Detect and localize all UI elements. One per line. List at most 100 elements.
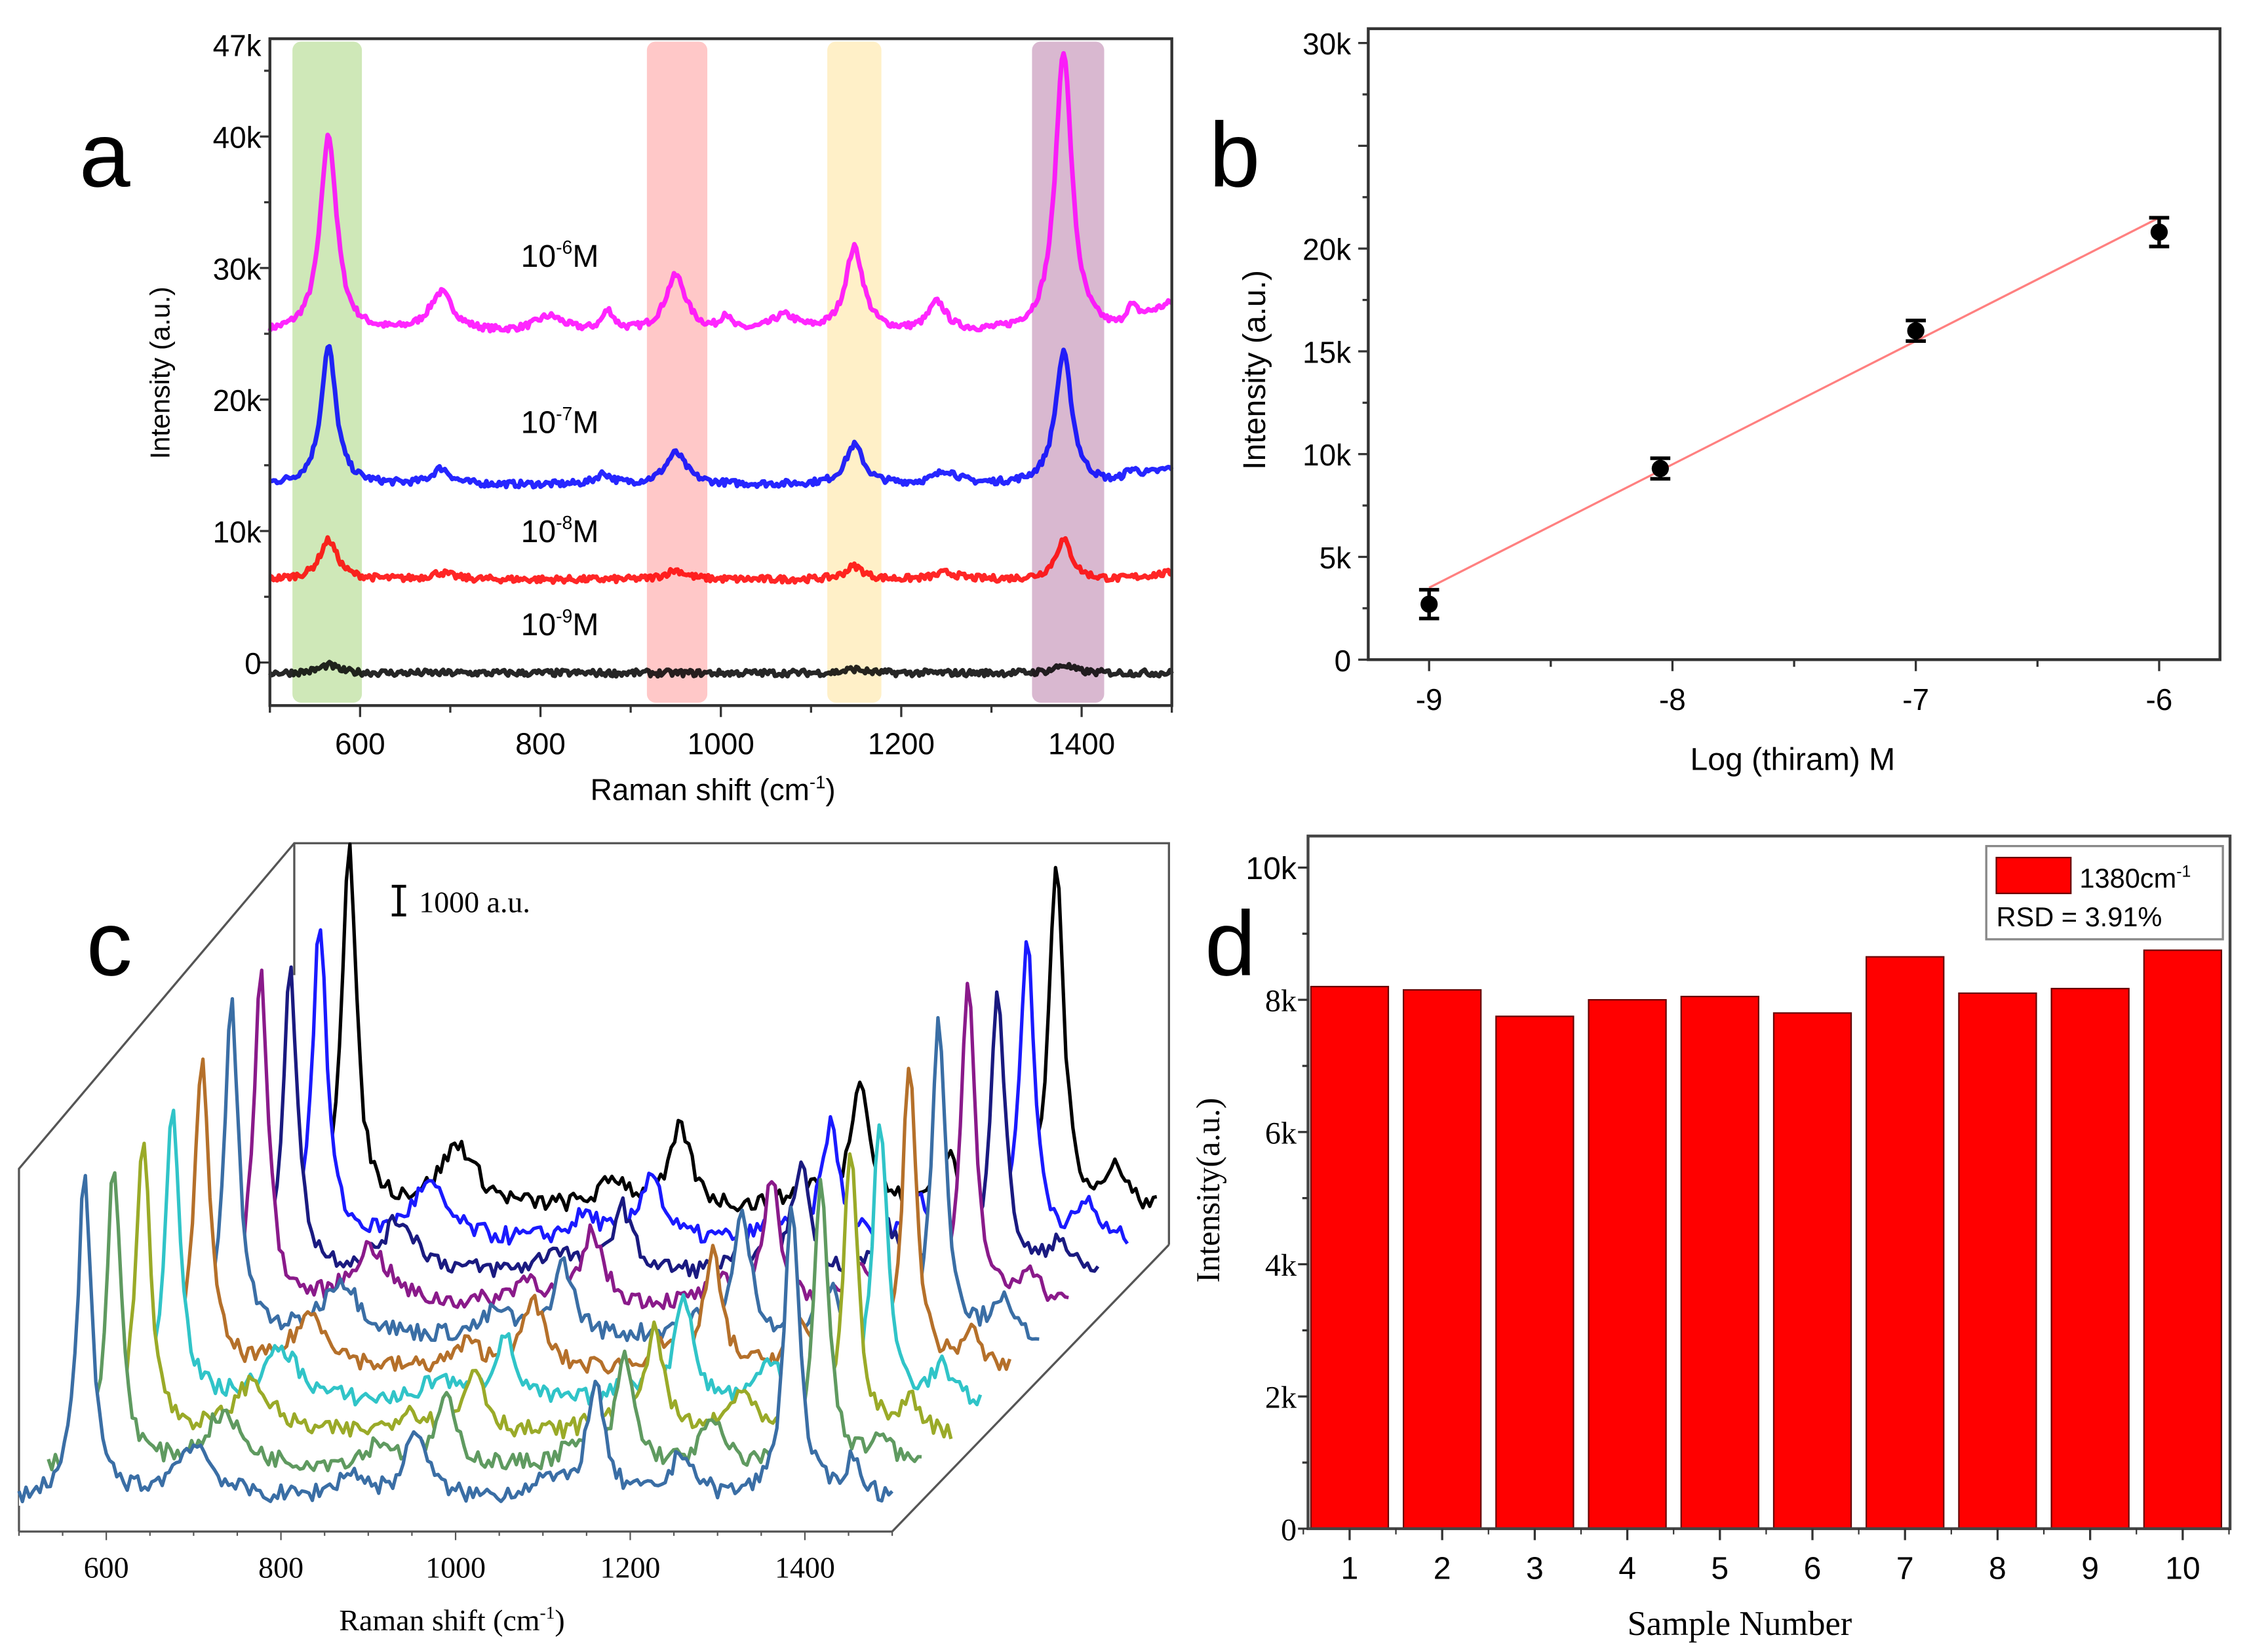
data-point (1418, 587, 1439, 621)
x-tick-label: 1400 (1048, 727, 1115, 761)
x-tick-label: 800 (515, 727, 566, 761)
concentration-label: 10-9M (521, 606, 599, 642)
x-tick-label: -7 (1902, 682, 1929, 717)
bar (1680, 995, 1759, 1529)
x-tick-label: 600 (335, 727, 385, 761)
spectrum-mask (283, 844, 1157, 1215)
legend-note: RSD = 3.91% (1997, 901, 2162, 932)
concentration-label: 10-7M (521, 404, 599, 441)
frame-right-diag (891, 1244, 1170, 1533)
y-axis-title: Intensity(a.u.) (1190, 1098, 1226, 1283)
legend-swatch (1995, 857, 2072, 894)
concentration-label: 10-6M (521, 237, 599, 274)
panel-letter-a: a (79, 103, 130, 206)
marker (1907, 322, 1925, 340)
y-tick-label: 5k (1320, 541, 1352, 575)
x-tick-label: 3 (1526, 1550, 1544, 1586)
scale-bar: 1000 a.u. (391, 884, 530, 918)
panel-b: -9 -8 -7 -6 0 5k 10k 15k 20k 30k Intensity (a.u.) L… (1237, 27, 2221, 777)
x-tick-label: 7 (1896, 1550, 1914, 1586)
y-tick-label: 10k (213, 515, 262, 549)
y-tick-label: 0 (1281, 1512, 1297, 1547)
y-tick-label: 8k (1265, 984, 1297, 1019)
panel-d: 1 2 3 4 5 6 7 8 9 10 0 2k 4k 6k 8k 10k Intensity(a.u.) Sa… (1190, 835, 2232, 1643)
spectrum-mask (48, 1173, 922, 1474)
spectrum-line (269, 535, 1173, 585)
spectrum-mask (18, 1175, 893, 1506)
y-tick-label: 10k (1302, 438, 1352, 472)
x-tick-label: 10 (2165, 1550, 2200, 1586)
spectrum-line (267, 50, 1173, 334)
x-tick-label: 1400 (775, 1550, 835, 1584)
panel-c: 600 800 1000 1200 1400 Raman shift (cm-1) 1000… (17, 842, 1170, 1637)
panel-a: 10-6M 10-7M 10-8M 10-9M 600 800 1000 1200 1400 0 1… (145, 28, 1174, 807)
spectrum-mask (254, 930, 1127, 1248)
y-tick-label: 0 (244, 646, 262, 680)
spectrum-mask (107, 1110, 981, 1409)
y-tick-label: 20k (1302, 233, 1352, 267)
plot-frame (1306, 835, 2232, 1531)
x-tick-label: 5 (1711, 1550, 1729, 1586)
x-axis-title: Raman shift (cm-1) (591, 772, 836, 806)
spectrum-line (268, 659, 1174, 679)
x-tick-label: -6 (2146, 682, 2173, 717)
concentration-label: 10-8M (521, 513, 599, 549)
bar (1310, 985, 1390, 1529)
x-tick-label: 4 (1618, 1550, 1636, 1586)
scale-bar-label: 1000 a.u. (419, 885, 530, 918)
marker (1420, 595, 1438, 613)
x-tick-label: 6 (1804, 1550, 1822, 1586)
spectrum-line (17, 1173, 894, 1504)
x-tick-label: -9 (1416, 682, 1443, 717)
x-tick-label: 1200 (868, 727, 935, 761)
spectrum-mask (224, 967, 1099, 1280)
bar (1402, 989, 1482, 1529)
x-tick-label: 2 (1434, 1550, 1451, 1586)
y-tick-label: 20k (213, 384, 262, 418)
legend: 1380cm-1 RSD = 3.91% (1985, 844, 2224, 941)
legend-label: 1380cm-1 (2079, 862, 2191, 894)
y-tick-label: 30k (213, 252, 262, 286)
highlight-band (646, 41, 708, 703)
x-tick-label: 1200 (600, 1550, 661, 1584)
x-tick-label: 1000 (688, 727, 754, 761)
y-tick-label: 4k (1265, 1248, 1297, 1283)
highlight-band (827, 41, 882, 703)
spectrum-mask (136, 1059, 1010, 1377)
spectrum-mask (166, 998, 1040, 1345)
y-tick-label: 40k (213, 121, 262, 155)
x-tick-label: 1000 (425, 1550, 486, 1584)
panel-letter-c: c (87, 892, 132, 995)
y-tick-label: 6k (1265, 1116, 1297, 1150)
x-tick-label: 600 (84, 1550, 129, 1584)
plot-frame (1367, 27, 2221, 661)
data-point (1650, 456, 1671, 481)
bar (1866, 956, 1945, 1529)
y-axis-title: Intensity (a.u.) (145, 286, 176, 459)
bar (1495, 1015, 1574, 1529)
data-point (1906, 319, 1926, 343)
fit-line (1428, 216, 2160, 589)
y-tick-label: 10k (1245, 851, 1297, 886)
y-axis-title: Intensity (a.u.) (1237, 270, 1272, 470)
bar (1958, 992, 2037, 1529)
y-tick-label: 0 (1335, 644, 1352, 678)
x-tick-label: 9 (2081, 1550, 2099, 1586)
highlight-band (292, 41, 362, 703)
y-tick-label: 30k (1302, 27, 1352, 61)
bar (2143, 949, 2223, 1529)
spectrum-line (269, 344, 1174, 490)
marker (2150, 223, 2168, 241)
x-axis-title: Log (thiram) M (1690, 742, 1895, 777)
x-tick-label: -8 (1659, 682, 1686, 717)
y-tick-label: 47k (213, 28, 262, 62)
panel-letter-d: d (1205, 892, 1256, 995)
y-tick-label: 2k (1265, 1381, 1297, 1415)
spectrum-mask (77, 1143, 951, 1442)
x-tick-label: 800 (258, 1550, 303, 1584)
marker (1651, 460, 1669, 477)
x-tick-label: 1 (1341, 1550, 1359, 1586)
bar (2050, 987, 2130, 1529)
panel-letter-b: b (1209, 103, 1261, 206)
